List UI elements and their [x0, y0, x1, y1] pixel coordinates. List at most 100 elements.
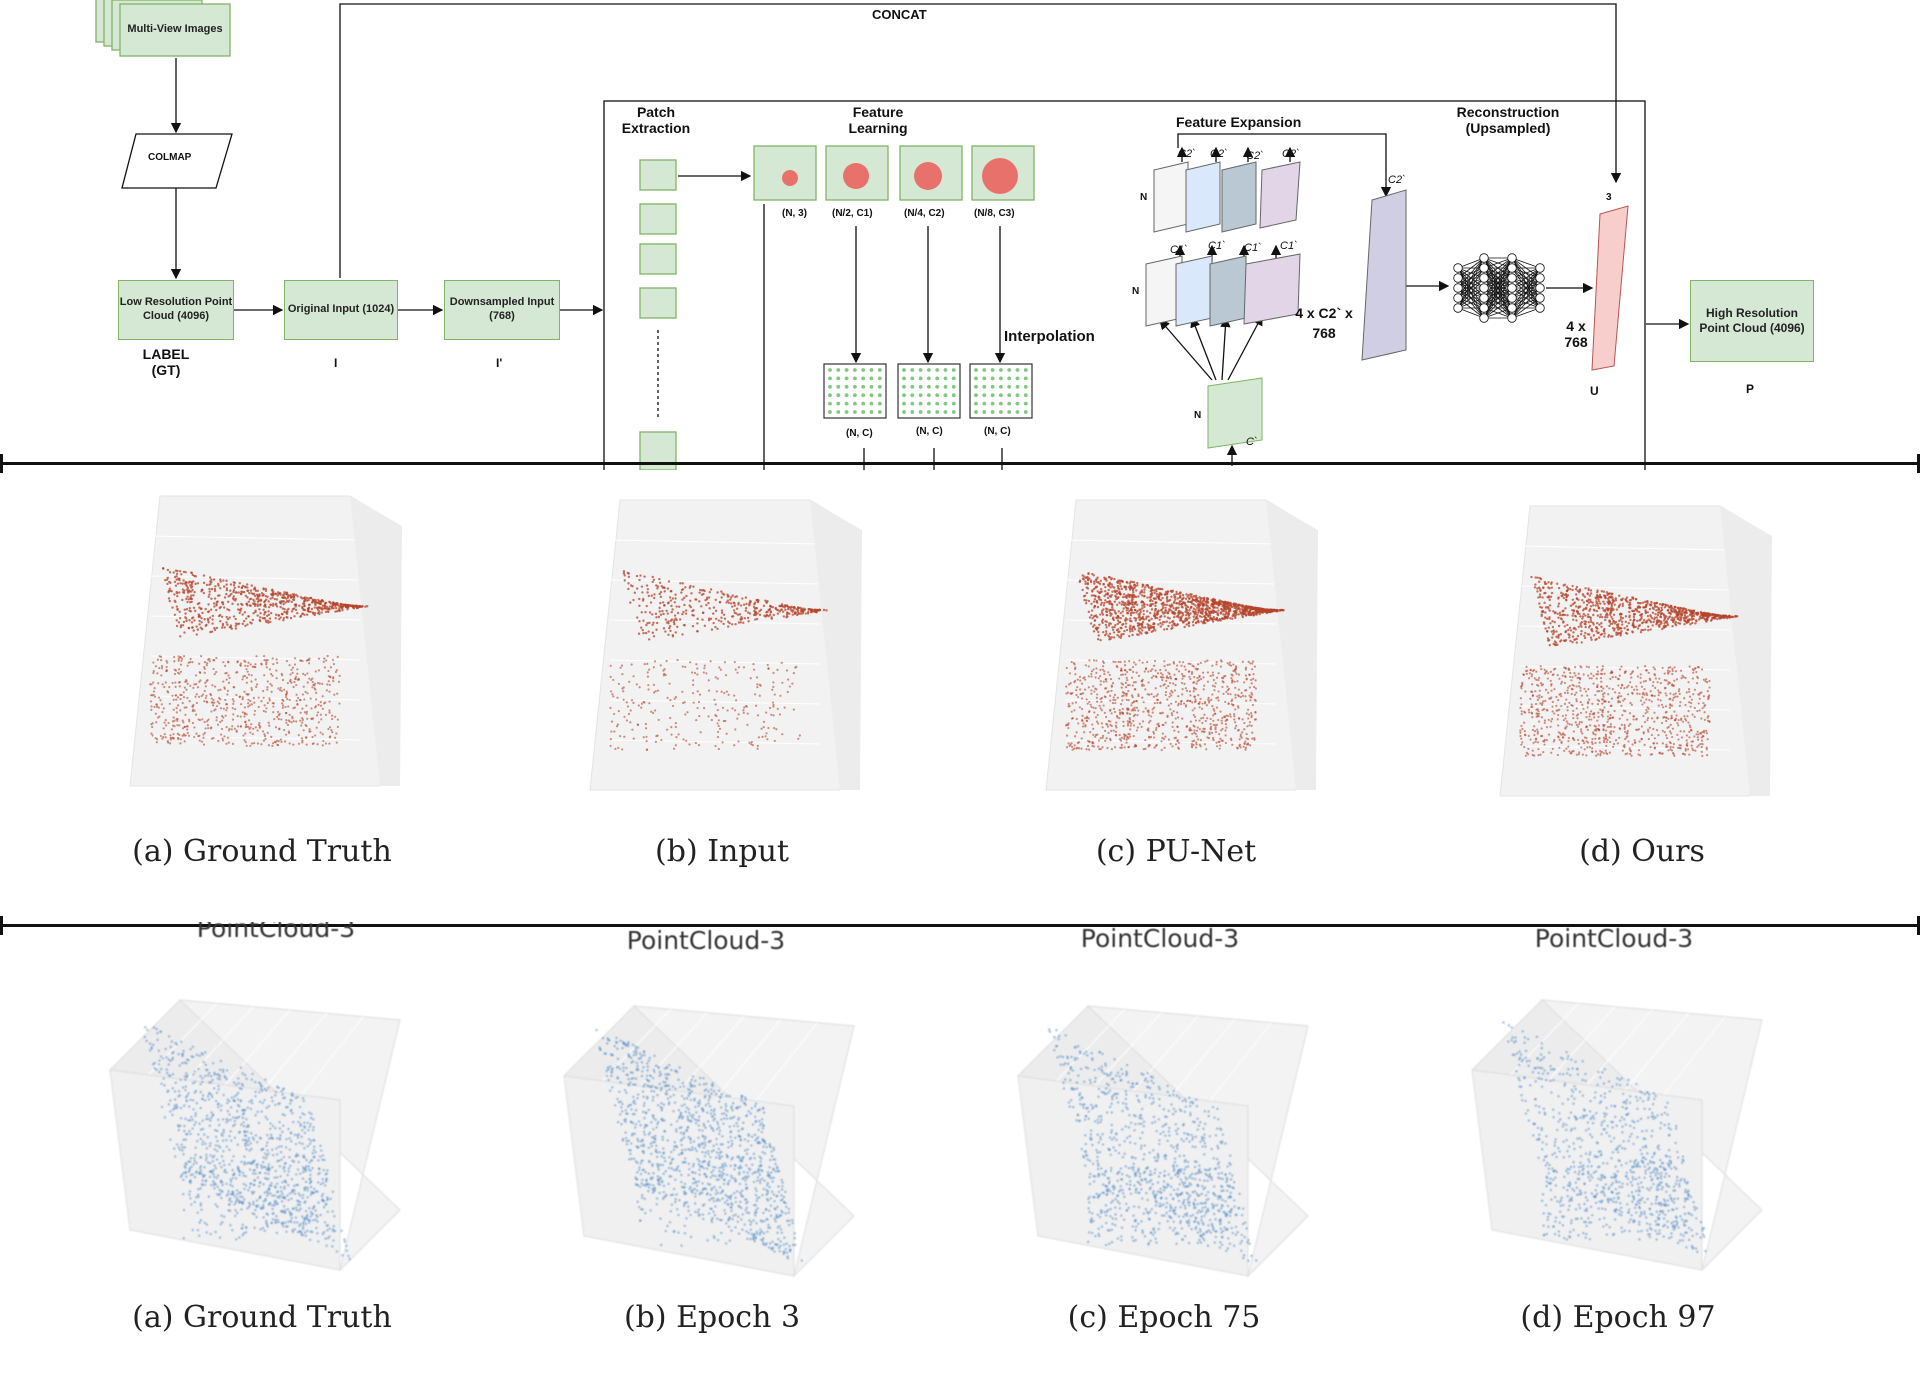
point-cloud: [1502, 1021, 1707, 1253]
separator-top: [0, 454, 1920, 473]
point-cloud: [609, 570, 828, 751]
concat-label: CONCAT: [872, 7, 927, 22]
red-panel-b: [580, 490, 880, 810]
point-cloud: [143, 1026, 351, 1261]
grid-line: [149, 535, 361, 541]
bottom-caption-d: (d) Epoch 97: [1520, 1300, 1716, 1335]
c1-label-4: C1`: [1280, 240, 1298, 252]
grid-line: [609, 579, 821, 585]
colmap-label: COLMAP: [148, 152, 192, 163]
n-label-bottom: N: [1194, 410, 1202, 421]
label-gt: LABEL (GT): [142, 346, 190, 378]
p-symbol: P: [1746, 382, 1755, 396]
interp-grid-3: [969, 363, 1033, 419]
red-panel-a: [120, 486, 420, 806]
grid-line: [609, 699, 821, 705]
interp-shape-2: (N, C): [916, 426, 943, 437]
interp-grids: [823, 363, 1033, 419]
floor-plane: [1017, 1075, 1249, 1277]
expansion-planes: [1145, 161, 1629, 449]
patch-squares: [639, 159, 677, 470]
c1-label-3: C1`: [1244, 242, 1262, 254]
c-label: C`: [1246, 436, 1258, 448]
interp-grid-2: [897, 363, 961, 419]
grid-line: [149, 575, 361, 581]
feature-shape-4: (N/8, C3): [974, 208, 1015, 219]
blue-title-a: PointCloud-3: [196, 914, 356, 943]
grid-line: [1065, 539, 1277, 545]
n-label-top: N: [1140, 192, 1148, 203]
c1-label-1: C1`: [1170, 244, 1188, 256]
bottom-caption-c: (c) Epoch 75: [1067, 1300, 1261, 1335]
grid-line: [1519, 705, 1731, 711]
recon-top-label: 3: [1606, 192, 1612, 203]
colmap-shape: [121, 133, 233, 189]
grid-line: [609, 539, 821, 545]
blue-title-b: PointCloud-3: [626, 926, 786, 955]
blue-panel-a: [100, 960, 440, 1280]
multi-view-images-box: Multi-View Images: [127, 23, 223, 36]
middle-caption-a: (a) Ground Truth: [132, 834, 392, 869]
feature-expansion-label: Feature Expansion: [1176, 114, 1302, 130]
feature-shape-2: (N/2, C1): [832, 208, 873, 219]
point-cloud: [1519, 575, 1739, 758]
reconstruction-label: Reconstruction (Upsampled): [1456, 104, 1560, 136]
grid-line: [149, 695, 361, 701]
n-label-mid: N: [1132, 286, 1140, 297]
point-cloud: [1064, 572, 1285, 752]
low-res-box: Low Resolution Point Cloud (4096): [118, 280, 234, 340]
interp-grid-1: [823, 363, 887, 419]
grid-line: [1519, 545, 1731, 551]
middle-caption-b: (b) Input: [655, 834, 789, 869]
grid-line: [1065, 739, 1277, 745]
blue-panel-b: [554, 966, 894, 1286]
c2-label-3: C2`: [1246, 150, 1264, 162]
interp-shape-1: (N, C): [846, 428, 873, 439]
grid-line: [609, 739, 821, 745]
c1-label-2: C1`: [1208, 240, 1226, 252]
grid-line: [1065, 699, 1277, 705]
downsampled-input-box: Downsampled Input (768): [444, 280, 560, 340]
red-panel-d: [1490, 496, 1790, 816]
middle-caption-c: (c) PU-Net: [1095, 834, 1257, 869]
bottom-caption-b: (b) Epoch 3: [623, 1300, 801, 1335]
side-plane: [810, 500, 862, 790]
grid-line: [1065, 659, 1277, 665]
feature-shape-3: (N/4, C2): [904, 208, 945, 219]
c2-expanded-label: C2`: [1388, 174, 1406, 186]
blue-panel-c: [1008, 966, 1348, 1286]
floor-plane: [1471, 1069, 1703, 1271]
point-cloud: [595, 1028, 803, 1262]
blue-title-c: PointCloud-3: [1080, 924, 1240, 953]
u-symbol: U: [1590, 384, 1599, 398]
grid-line: [1519, 585, 1731, 591]
grid-line: [149, 735, 361, 741]
recon-dims: 4 x 768: [1564, 318, 1588, 350]
side-plane: [1720, 506, 1772, 796]
c2-label-2: C2`: [1210, 148, 1228, 160]
architecture-connectors: [95, 0, 1690, 470]
downsampled-symbol: I': [496, 356, 503, 370]
grid-line: [609, 659, 821, 665]
interpolation-label: Interpolation: [1004, 328, 1095, 345]
multi-view-stack: [95, 0, 231, 57]
feature-shape-1: (N, 3): [782, 208, 807, 219]
side-plane: [1266, 500, 1318, 790]
bottom-caption-a: (a) Ground Truth: [132, 1300, 392, 1335]
point-cloud: [1048, 1028, 1258, 1262]
neural-network: [1453, 253, 1545, 323]
blue-title-d: PointCloud-3: [1534, 924, 1694, 953]
point-cloud: [149, 567, 369, 748]
axes-box: [1470, 999, 1763, 1272]
original-symbol: I: [334, 356, 338, 370]
interp-shape-3: (N, C): [984, 426, 1011, 437]
patch-extraction-label: Patch Extraction: [621, 104, 691, 136]
original-input-box: Original Input (1024): [284, 280, 398, 340]
floor-plane: [563, 1075, 795, 1277]
c2-label-4: C2`: [1282, 148, 1300, 160]
grid-line: [609, 619, 821, 625]
expansion-dims: 4 x C2` x 768: [1295, 305, 1353, 341]
c2-label-1: C2`: [1178, 148, 1196, 160]
side-plane: [350, 496, 402, 786]
high-res-box: High Resolution Point Cloud (4096): [1690, 280, 1814, 362]
